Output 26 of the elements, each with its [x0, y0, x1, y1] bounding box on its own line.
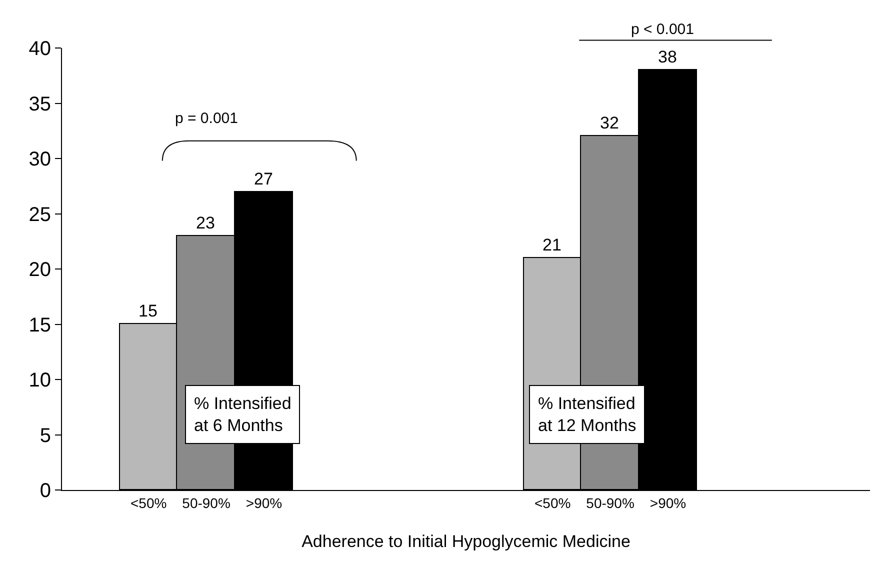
data-label: 23 — [196, 214, 215, 232]
x-tick-label: 50-90% — [586, 494, 634, 511]
data-label: 21 — [542, 236, 562, 254]
data-label: 27 — [254, 170, 273, 188]
x-tick-label: >90% — [650, 494, 686, 511]
x-tick-label: <50% — [130, 494, 167, 511]
data-label: 32 — [600, 114, 619, 132]
y-tick-label: 40 — [28, 38, 51, 60]
annotation: p = 0.001 — [175, 110, 238, 127]
y-tick-label: 15 — [28, 314, 51, 336]
x-tick-label: 50-90% — [182, 494, 230, 511]
data-label: 38 — [658, 48, 677, 66]
x-tick-label: <50% — [534, 494, 571, 511]
annotation: % Intensified at 6 Months — [194, 394, 292, 436]
y-tick-label: 20 — [28, 259, 51, 281]
y-tick-label: 0 — [40, 480, 51, 502]
y-tick-label: 10 — [28, 370, 51, 392]
y-tick-label: 35 — [28, 93, 51, 116]
annotation: % Intensified at 12 Months — [538, 394, 636, 436]
y-tick-label: 5 — [40, 424, 51, 447]
data-label: 15 — [138, 302, 158, 320]
x-axis-title: Adherence to Initial Hypoglycemic Medicine — [302, 532, 630, 552]
text: p < 0.001 — [631, 21, 694, 38]
y-tick-label: 25 — [28, 204, 51, 226]
x-tick-label: >90% — [246, 494, 282, 511]
y-tick-label: 30 — [28, 148, 51, 170]
